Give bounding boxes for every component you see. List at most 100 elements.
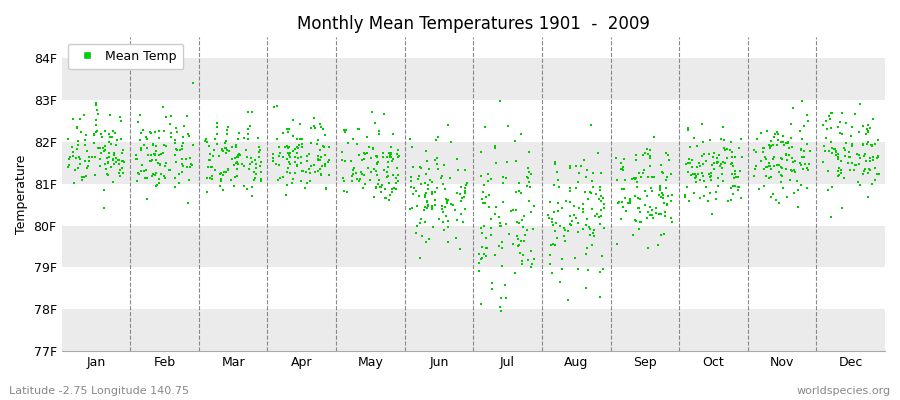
Point (428, 202, 443, 208)
Point (678, 192, 692, 198)
Point (231, 136, 246, 143)
Point (585, 242, 599, 248)
Point (175, 146, 189, 153)
Point (157, 173, 171, 179)
Point (586, 184, 600, 190)
Point (732, 184, 746, 190)
Point (437, 162, 452, 168)
Point (562, 199, 577, 205)
Point (148, 152, 162, 159)
Point (280, 169, 294, 176)
Point (695, 153, 709, 159)
Point (366, 166, 381, 172)
Point (275, 153, 290, 160)
Point (233, 152, 248, 158)
Point (370, 172, 384, 179)
Point (86, 154, 100, 160)
Point (653, 211, 668, 218)
Point (786, 104, 800, 111)
Point (871, 154, 886, 160)
Point (354, 169, 368, 175)
Point (796, 166, 811, 172)
Point (549, 220, 563, 226)
Point (213, 170, 228, 176)
Point (557, 238, 572, 245)
Text: worldspecies.org: worldspecies.org (796, 386, 891, 396)
Point (710, 158, 724, 165)
Point (543, 198, 557, 205)
Point (522, 198, 536, 204)
Point (832, 173, 846, 180)
Point (853, 155, 868, 162)
Point (410, 175, 425, 182)
Point (280, 169, 294, 175)
Point (382, 180, 396, 186)
Point (714, 161, 728, 168)
Point (247, 176, 261, 183)
Bar (61, 268, 885, 309)
Point (137, 168, 151, 174)
Point (764, 166, 778, 173)
Point (307, 114, 321, 121)
Point (822, 113, 836, 119)
Point (346, 165, 361, 172)
Point (475, 195, 490, 202)
Point (69, 146, 84, 152)
Point (240, 154, 255, 160)
Point (860, 129, 875, 136)
Point (407, 184, 421, 191)
Point (143, 130, 157, 136)
Point (593, 187, 608, 193)
Point (444, 139, 458, 146)
Point (515, 217, 529, 223)
Point (345, 172, 359, 179)
Point (152, 151, 166, 158)
Point (627, 176, 642, 182)
Point (202, 142, 216, 149)
Point (513, 190, 527, 196)
Point (312, 157, 327, 163)
Point (567, 203, 581, 209)
Point (358, 150, 373, 157)
Point (227, 162, 241, 168)
Point (275, 130, 290, 136)
Point (557, 225, 572, 232)
Point (548, 227, 562, 234)
Point (522, 149, 536, 156)
Point (484, 176, 499, 182)
Point (484, 224, 499, 231)
Point (872, 171, 886, 177)
Point (134, 130, 148, 136)
Point (374, 188, 388, 195)
Point (137, 142, 151, 148)
Point (381, 169, 395, 175)
Point (641, 209, 655, 216)
Point (61, 156, 76, 162)
Point (254, 169, 268, 176)
Point (564, 218, 579, 224)
Point (101, 172, 115, 178)
Point (494, 222, 508, 229)
Point (169, 147, 184, 153)
Point (520, 164, 535, 171)
Point (318, 152, 332, 159)
Point (252, 144, 266, 150)
Point (105, 134, 120, 140)
Point (550, 168, 564, 175)
Point (421, 186, 436, 192)
Point (355, 157, 369, 164)
Point (797, 148, 812, 154)
Point (176, 140, 190, 146)
Point (591, 150, 606, 156)
Point (861, 194, 876, 200)
Point (114, 158, 129, 165)
Point (129, 152, 143, 158)
Point (286, 148, 301, 154)
Point (454, 211, 468, 217)
Point (351, 178, 365, 184)
Point (479, 235, 493, 242)
Point (231, 154, 246, 160)
Point (437, 185, 452, 192)
Point (383, 150, 398, 156)
Point (148, 172, 162, 178)
